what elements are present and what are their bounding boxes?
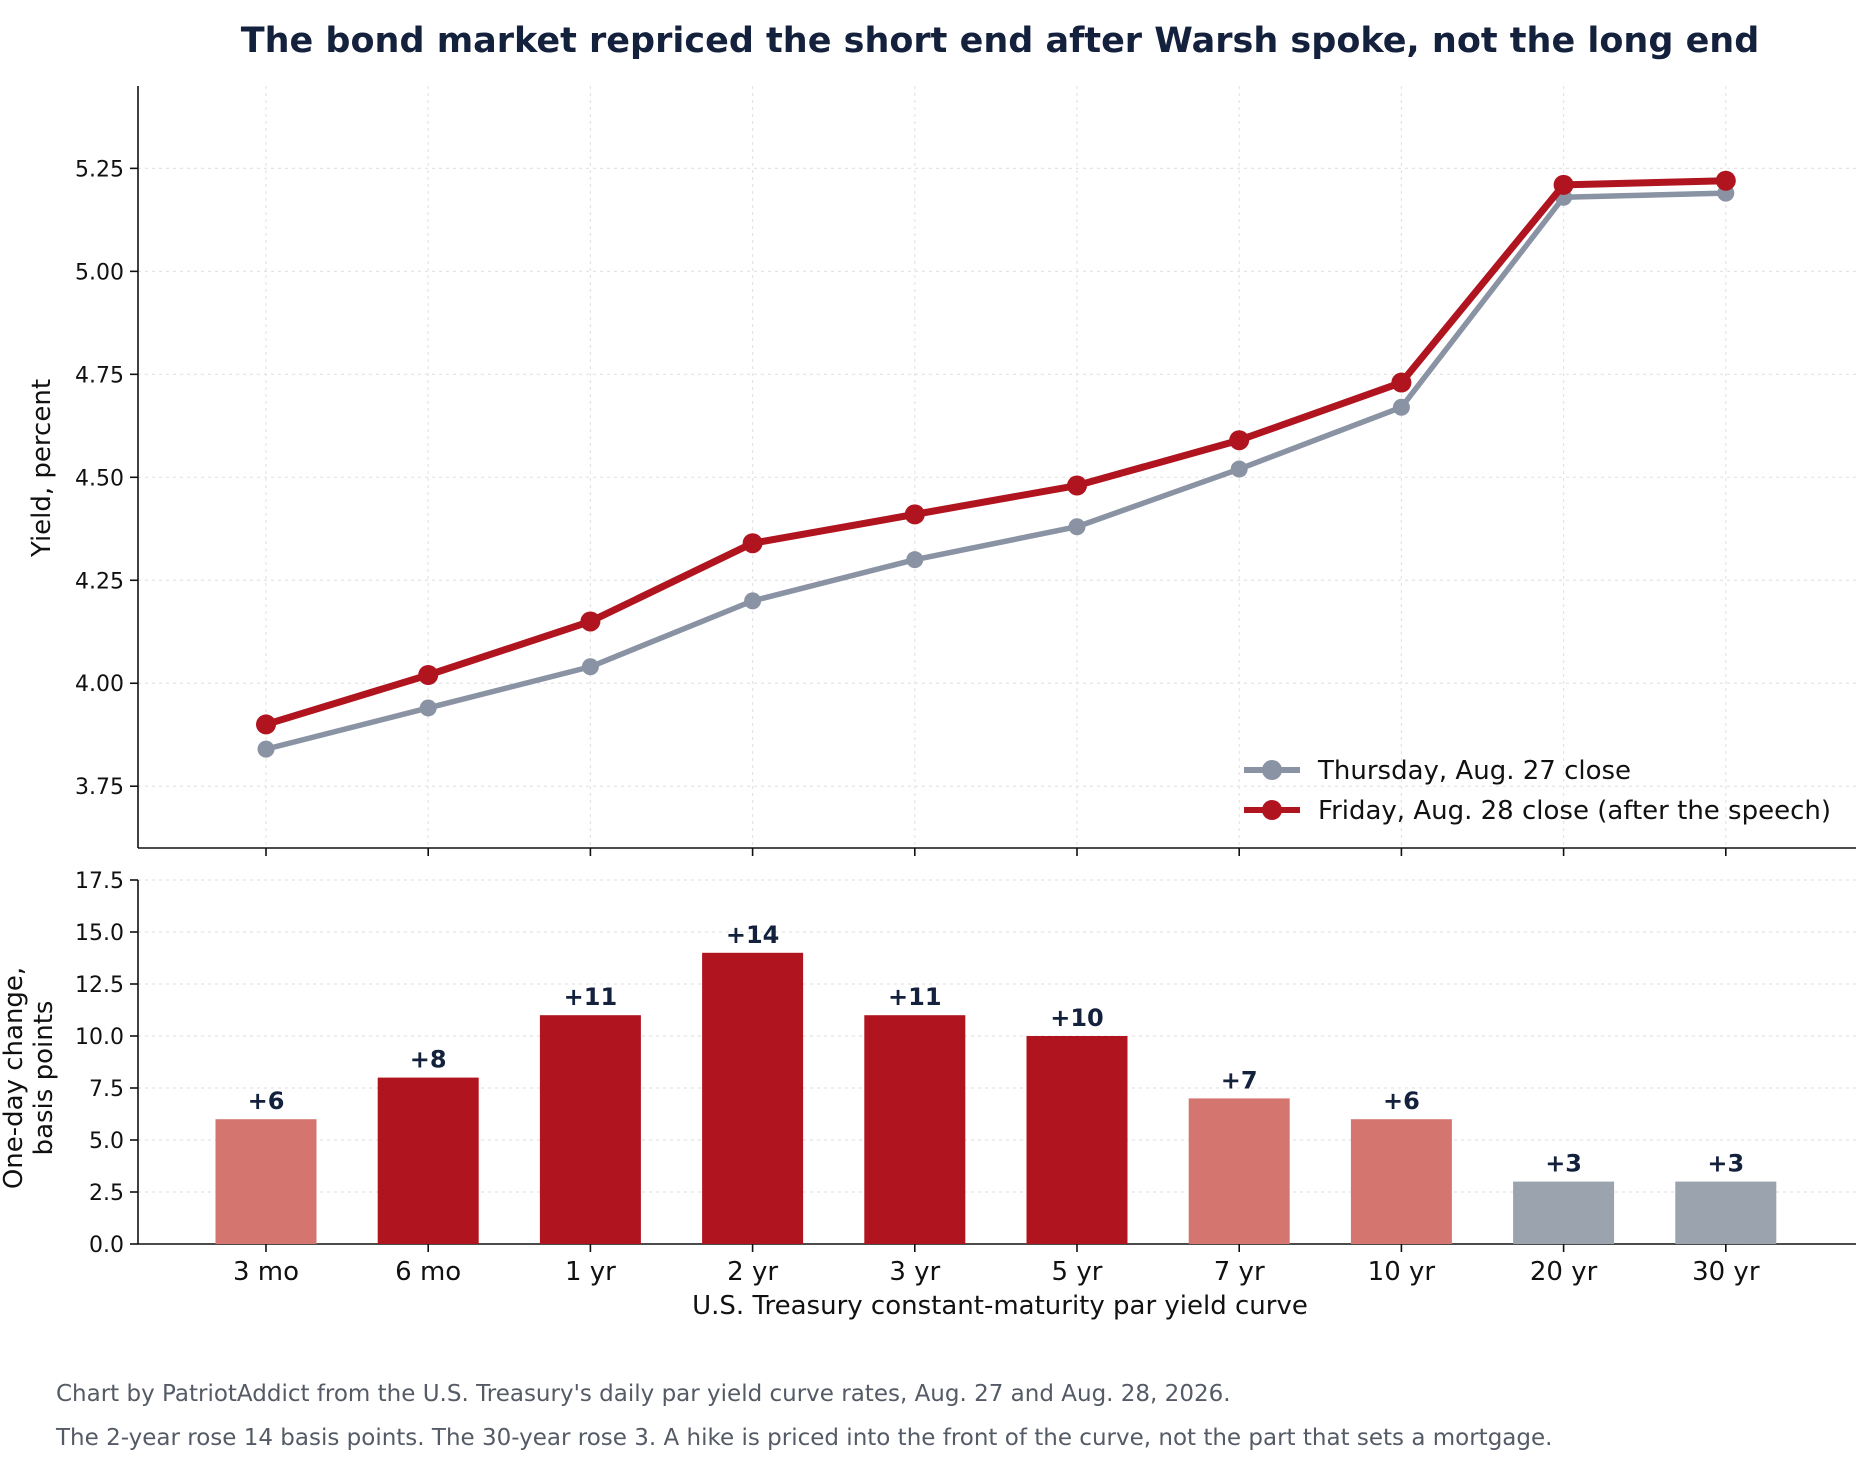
maturity-tick-label: 6 mo [395, 1257, 461, 1287]
change-y-tick-label: 17.5 [75, 869, 124, 894]
yield-y-tick-label: 5.25 [75, 157, 124, 182]
legend-marker-thursday [1262, 760, 1282, 780]
legend-marker-friday [1262, 800, 1282, 820]
series-point-thursday [744, 592, 762, 610]
x-axis-label: U.S. Treasury constant-maturity par yiel… [692, 1291, 1308, 1321]
yield-grid [138, 86, 1856, 848]
series-point-friday [418, 665, 439, 686]
maturity-tick-label: 7 yr [1214, 1257, 1265, 1287]
maturity-tick-label: 3 mo [233, 1257, 299, 1287]
maturity-tick-label: 30 yr [1692, 1257, 1760, 1287]
change-bar-label: +3 [1707, 1150, 1744, 1178]
change-y-tick-label: 2.5 [89, 1181, 124, 1206]
change-bar-label: +3 [1545, 1150, 1582, 1178]
yield-y-ticks: 3.75 4.00 4.25 4.50 4.75 5.00 5.25 [75, 157, 138, 800]
maturity-tick-label: 1 yr [565, 1257, 616, 1287]
change-y-tick-label: 12.5 [75, 973, 124, 998]
change-y-ticks: 0.0 2.5 5.0 7.5 10.0 12.5 15.0 17.5 [75, 869, 138, 1258]
series-point-friday [742, 533, 763, 554]
series-line-friday [262, 177, 1730, 728]
change-bar [1188, 1098, 1290, 1244]
change-bar [377, 1077, 479, 1244]
legend-label-friday: Friday, Aug. 28 close (after the speech) [1318, 796, 1831, 826]
change-bar-label: +6 [1383, 1087, 1420, 1115]
yield-curve-panel: 3.75 4.00 4.25 4.50 4.75 5.00 5.25 Yield, perc… [27, 86, 1856, 856]
chart-title: The bond market repriced the short end a… [241, 21, 1760, 61]
series-point-thursday [257, 740, 275, 758]
yield-y-axis-label: Yield, percent [27, 379, 57, 558]
change-y-tick-label: 7.5 [89, 1077, 124, 1102]
change-bar-label: +7 [1221, 1066, 1258, 1094]
change-bar-label: +14 [726, 921, 780, 949]
series-point-friday [1229, 430, 1250, 451]
change-bar [864, 1015, 966, 1244]
change-bar [702, 952, 804, 1244]
series-point-friday [256, 714, 276, 735]
change-bar-panel: 0.0 2.5 5.0 7.5 10.0 12.5 15.0 17.5 One-day cha… [0, 869, 1856, 1321]
series-point-friday [1553, 174, 1574, 195]
maturity-tick-label: 3 yr [889, 1257, 940, 1287]
change-bar [1350, 1119, 1452, 1244]
series-point-friday [904, 504, 925, 525]
change-bar [1675, 1181, 1777, 1244]
change-bar-label: +8 [410, 1046, 447, 1074]
legend: Thursday, Aug. 27 close Friday, Aug. 28 … [1244, 756, 1831, 826]
change-y-tick-label: 5.0 [89, 1129, 124, 1154]
change-bars: +6 +8 +11 +14 +11 +10 +7 +6 +3 +3 [215, 921, 1777, 1244]
yield-y-tick-label: 4.50 [75, 466, 124, 491]
change-bar [1513, 1181, 1615, 1244]
change-bar-label: +11 [564, 983, 618, 1011]
change-bar-label: +6 [248, 1087, 285, 1115]
yield-axes [137, 86, 1856, 856]
yield-y-tick-label: 4.00 [75, 672, 124, 697]
yield-series [256, 170, 1736, 758]
yield-y-tick-label: 4.25 [75, 569, 124, 594]
series-point-thursday [1230, 460, 1248, 478]
change-y-tick-label: 15.0 [75, 921, 124, 946]
change-y-tick-label: 10.0 [75, 1025, 124, 1050]
change-bar-label: +10 [1050, 1004, 1104, 1032]
series-point-thursday [1392, 398, 1410, 416]
series-point-friday [1067, 475, 1087, 496]
series-point-thursday [581, 658, 599, 676]
change-y-axis-label-line2: basis points [29, 1001, 59, 1156]
maturity-tick-label: 2 yr [727, 1257, 778, 1287]
change-bar [1026, 1036, 1128, 1244]
maturity-tick-label: 10 yr [1368, 1257, 1436, 1287]
yield-y-tick-label: 3.75 [75, 775, 124, 800]
yield-y-tick-label: 5.00 [75, 260, 124, 285]
change-bar [215, 1119, 317, 1244]
series-point-friday [580, 611, 601, 632]
series-point-thursday [906, 551, 924, 569]
maturity-tick-label: 20 yr [1530, 1257, 1598, 1287]
yield-y-tick-label: 4.75 [75, 363, 124, 388]
maturity-tick-label: 5 yr [1052, 1257, 1103, 1287]
series-point-thursday [419, 699, 437, 717]
series-point-friday [1715, 170, 1736, 191]
series-point-friday [1391, 372, 1412, 393]
change-bar-label: +11 [888, 983, 942, 1011]
maturity-x-ticks: 3 mo 6 mo 1 yr 2 yr 3 yr 5 yr 7 yr 10 yr 20 yr 30… [233, 1244, 1760, 1287]
footer-source: Chart by PatriotAddict from the U.S. Tre… [56, 1381, 1231, 1407]
change-y-axis-label-line1: One-day change, [0, 967, 29, 1189]
series-line-thursday [263, 190, 1729, 752]
change-y-tick-label: 0.0 [89, 1233, 124, 1258]
series-point-thursday [1068, 518, 1086, 536]
footer-note: The 2-year rose 14 basis points. The 30-… [55, 1425, 1552, 1451]
change-bar [539, 1015, 641, 1244]
legend-label-thursday: Thursday, Aug. 27 close [1317, 756, 1631, 786]
